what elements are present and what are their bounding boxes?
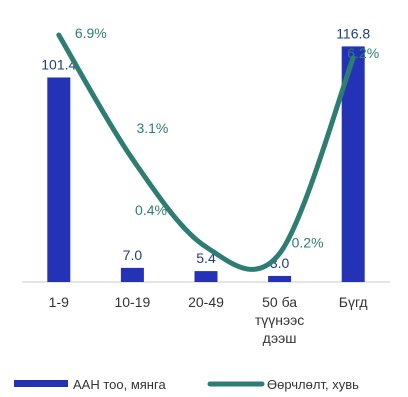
bar-5 xyxy=(341,46,365,283)
line-value-label: 0.4% xyxy=(135,202,167,218)
line-value-labels: 6.9% 3.1% 0.4% 0.2% 6.2% xyxy=(75,25,379,250)
bar-value-label: 101.4 xyxy=(41,56,76,72)
legend: ААН тоо, мянга Өөрчлөлт, хувь xyxy=(14,377,359,392)
category-label: түүнээс xyxy=(255,312,304,328)
bar-1 xyxy=(47,77,71,282)
line-value-label: 6.2% xyxy=(347,45,379,61)
category-label: дээш xyxy=(263,330,297,346)
legend-label-line: Өөрчлөлт, хувь xyxy=(267,377,359,392)
category-label: 20-49 xyxy=(188,294,224,310)
legend-swatch-bar xyxy=(14,380,68,387)
bar-series xyxy=(47,46,365,283)
category-label: 10-19 xyxy=(114,294,150,310)
category-label: Бүгд xyxy=(339,294,368,310)
bar-3 xyxy=(194,271,218,282)
line-value-label: 6.9% xyxy=(75,25,107,41)
category-labels: 1-9 10-19 20-49 50 ба түүнээс дээш Бүгд xyxy=(49,294,368,346)
bar-2 xyxy=(120,267,144,282)
category-label: 1-9 xyxy=(49,294,69,310)
bar-value-label: 7.0 xyxy=(123,247,143,263)
line-series xyxy=(56,32,356,272)
bar-4 xyxy=(268,275,292,282)
category-label: 50 ба xyxy=(262,294,297,310)
bar-value-label: 116.8 xyxy=(336,25,370,41)
legend-label-bar: ААН тоо, мянга xyxy=(73,377,166,392)
bar-value-label: 5.4 xyxy=(196,250,216,266)
line-value-label: 3.1% xyxy=(136,120,168,136)
line-value-label: 0.2% xyxy=(292,234,324,250)
